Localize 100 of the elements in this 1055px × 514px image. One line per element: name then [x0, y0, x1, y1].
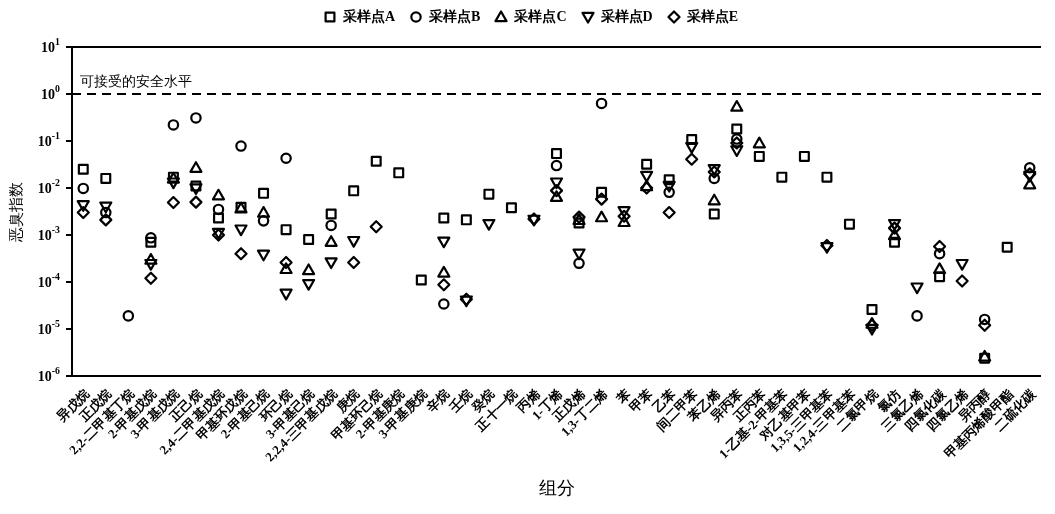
point	[955, 274, 969, 288]
point	[347, 235, 361, 248]
point	[122, 310, 135, 322]
point	[279, 288, 293, 301]
point	[731, 133, 743, 145]
point	[100, 172, 112, 184]
point	[549, 184, 564, 198]
point	[144, 252, 158, 265]
point	[77, 182, 90, 195]
point	[324, 235, 338, 247]
point	[482, 218, 496, 231]
point	[1023, 161, 1036, 174]
point	[550, 159, 563, 172]
point	[932, 239, 947, 254]
point	[596, 186, 608, 198]
point	[889, 236, 901, 248]
point	[324, 257, 338, 270]
y-tick-label: 10$^{-2}$	[37, 177, 61, 196]
point	[235, 140, 247, 152]
point	[144, 258, 158, 271]
x-axis-title: 组分	[538, 478, 575, 498]
point	[549, 190, 564, 203]
point	[212, 203, 225, 216]
point	[460, 214, 472, 226]
legend-label: 采样点C	[514, 8, 567, 26]
point	[1001, 241, 1013, 253]
point	[257, 215, 270, 227]
point	[1023, 177, 1037, 190]
point	[438, 298, 450, 310]
point	[730, 99, 744, 112]
point	[662, 205, 676, 220]
point	[348, 185, 360, 197]
point	[866, 304, 878, 315]
point	[955, 258, 969, 271]
point	[686, 134, 698, 146]
point	[978, 313, 991, 326]
point	[505, 202, 517, 214]
point	[280, 224, 292, 236]
point	[707, 193, 721, 206]
point	[415, 274, 427, 286]
point	[189, 183, 203, 196]
y-tick-label: 10$^{-1}$	[37, 130, 61, 149]
point	[730, 145, 744, 158]
point	[933, 247, 946, 260]
point	[190, 112, 202, 124]
point	[325, 208, 337, 220]
legend-label: 采样点E	[686, 8, 739, 26]
point	[798, 150, 810, 162]
point	[189, 161, 203, 173]
point	[549, 177, 564, 190]
point	[77, 163, 89, 175]
point	[256, 205, 271, 218]
point	[640, 170, 654, 183]
point	[887, 221, 902, 235]
point	[731, 123, 743, 135]
point	[617, 215, 631, 228]
point	[166, 195, 181, 210]
point	[932, 262, 947, 275]
point	[302, 278, 316, 291]
point	[708, 208, 720, 220]
point	[256, 249, 271, 262]
point	[821, 171, 833, 183]
point	[234, 247, 248, 261]
point	[594, 210, 609, 223]
point	[279, 262, 293, 275]
point	[776, 171, 788, 183]
point	[551, 148, 562, 160]
y-tick-label: 10$^{0}$	[41, 83, 61, 102]
point	[572, 248, 586, 261]
point	[347, 255, 361, 270]
point	[662, 180, 676, 193]
point	[167, 119, 180, 131]
point	[370, 155, 382, 167]
point	[663, 174, 675, 186]
point	[685, 152, 699, 166]
point	[887, 228, 902, 241]
y-tick-label: 10$^{-4}$	[37, 271, 61, 290]
point	[594, 192, 609, 206]
point	[617, 206, 631, 218]
point	[730, 136, 744, 150]
point	[144, 271, 158, 285]
legend-label: 采样点B	[429, 8, 481, 26]
point	[234, 224, 248, 237]
point	[99, 213, 113, 227]
point	[99, 201, 113, 214]
point	[189, 195, 203, 209]
point	[685, 141, 699, 154]
point	[325, 219, 337, 232]
point	[190, 180, 202, 192]
point	[76, 205, 90, 220]
point	[438, 212, 450, 224]
point	[258, 187, 270, 199]
point	[211, 188, 226, 201]
point	[145, 236, 157, 248]
point	[887, 218, 902, 231]
point	[437, 278, 451, 292]
legend-label: 采样点D	[600, 8, 653, 26]
point	[752, 136, 766, 149]
point	[617, 209, 631, 223]
point	[369, 220, 383, 234]
